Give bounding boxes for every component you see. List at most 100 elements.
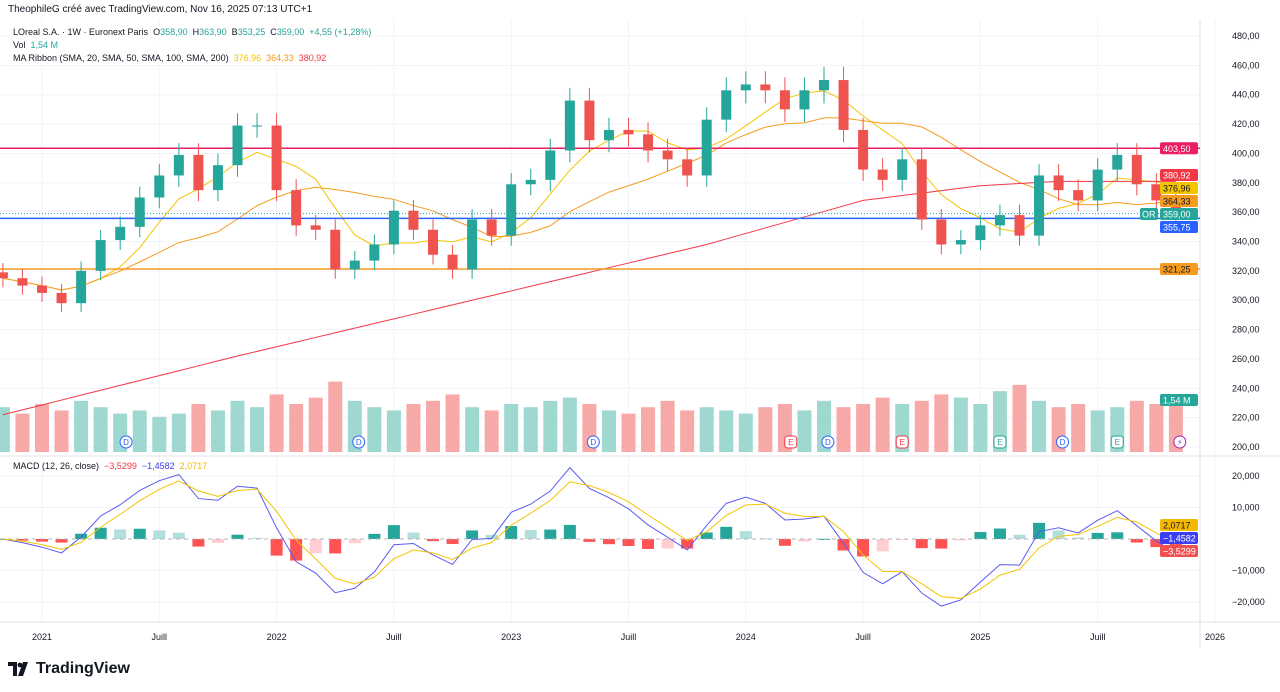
sma20-tag-text: 376,96 (1163, 184, 1191, 194)
volume-bar (367, 407, 382, 452)
event-label: D (356, 438, 362, 447)
open-value: 358,90 (160, 27, 188, 37)
event-label: D (123, 438, 129, 447)
candle-body (37, 285, 47, 293)
candle-body (1014, 215, 1025, 236)
event-marker[interactable]: D (1056, 435, 1070, 449)
event-marker[interactable]: E (993, 435, 1007, 449)
candle (584, 87, 595, 153)
volume-bar (1129, 400, 1144, 452)
event-marker[interactable]: ⚡ (1173, 435, 1187, 449)
price-axis-label: 260,00 (1232, 354, 1260, 364)
hline-tag-bg (1160, 221, 1198, 233)
volume-bar (171, 413, 186, 452)
candle (564, 87, 575, 163)
symbol-title[interactable]: LOreal S.A. · 1W · Euronext Paris (13, 27, 149, 37)
macd-histogram-bar (954, 539, 967, 541)
macd-histogram-bar (1091, 532, 1104, 539)
tradingview-logo[interactable]: TradingView (8, 660, 130, 678)
candle-body (682, 159, 693, 176)
macd-histogram-bar (251, 537, 264, 539)
candle (994, 204, 1005, 236)
volume-bar (0, 407, 10, 452)
hline-tag-text: 355,75 (1163, 223, 1191, 233)
candle (310, 215, 321, 240)
volume-bar (386, 410, 401, 452)
event-label: E (997, 438, 1002, 447)
volume-bar (132, 410, 147, 452)
event-marker[interactable]: E (1110, 435, 1124, 449)
hline-tag: 321,25 (1160, 263, 1198, 276)
candle-body (525, 179, 536, 185)
high-value: 363,90 (199, 27, 227, 37)
candle (682, 147, 693, 187)
event-marker[interactable]: E (895, 435, 909, 449)
volume-bar (406, 404, 421, 452)
candle-body (760, 84, 771, 91)
candle-body (1092, 169, 1103, 201)
volume-bar (289, 404, 304, 452)
candle (897, 147, 908, 192)
candle-body (212, 165, 223, 191)
candle (388, 200, 399, 255)
candle (428, 219, 438, 265)
volume-bar (93, 407, 108, 452)
candle-body (936, 219, 947, 245)
candle-body (1034, 175, 1045, 236)
candle-body (134, 197, 145, 227)
hline-tag-text: 321,25 (1163, 265, 1191, 275)
macd-histogram-bar (1130, 539, 1143, 543)
event-label: ⚡ (1177, 438, 1183, 447)
price-axis-label: 480,00 (1232, 31, 1260, 41)
candle (37, 276, 47, 302)
macd-histogram-bar (700, 532, 713, 539)
volume-bar (152, 416, 167, 452)
event-marker[interactable]: D (352, 435, 366, 449)
macd-histogram-bar (544, 529, 557, 539)
candle (1112, 143, 1123, 182)
macd-histogram-bar (16, 539, 29, 541)
event-marker[interactable]: E (784, 435, 798, 449)
volume-label[interactable]: Vol (13, 40, 26, 50)
sma20-tag: 376,96 (1160, 182, 1198, 194)
macd-histogram-bar (602, 539, 615, 545)
candle-body (193, 154, 204, 191)
volume-bar (680, 410, 695, 452)
candle-body (173, 154, 184, 176)
candle (330, 219, 341, 279)
time-axis-label: Juill (855, 632, 871, 642)
candle (173, 143, 184, 187)
candle (232, 113, 243, 177)
event-marker[interactable]: D (821, 435, 835, 449)
price-axis-label: 320,00 (1232, 266, 1260, 276)
symbol-tag-text: OR (1142, 210, 1156, 220)
ma-ribbon-label[interactable]: MA Ribbon (SMA, 20, SMA, 50, SMA, 100, S… (13, 53, 229, 63)
event-marker[interactable]: D (119, 435, 133, 449)
earnings-icon (784, 435, 798, 449)
event-label: E (900, 438, 905, 447)
candle (545, 138, 556, 192)
candle-body (467, 219, 478, 270)
hline-tag-bg (1160, 142, 1198, 155)
macd-histogram-bar (1150, 539, 1163, 548)
volume-bar (836, 407, 851, 452)
macd-histogram-bar (94, 527, 107, 539)
macd-histogram-bar (524, 529, 537, 539)
volume-bar (934, 394, 949, 452)
volume-bar (465, 407, 480, 452)
candle-body (799, 90, 810, 110)
macd-label[interactable]: MACD (12, 26, close) (13, 461, 100, 471)
candle-body (369, 244, 380, 261)
volume-bar (641, 407, 656, 452)
candle (779, 77, 790, 123)
macd-histogram-bar (563, 524, 576, 539)
event-marker[interactable]: D (586, 435, 600, 449)
volume-bar (35, 404, 49, 452)
candle (799, 77, 810, 123)
macd-axis-label: −20,000 (1232, 597, 1265, 607)
macd-histogram-bar (133, 528, 146, 539)
sma200-tag-text: 380,92 (1163, 171, 1191, 181)
volume-bar (1032, 400, 1047, 452)
sma20-tag-bg (1160, 182, 1198, 194)
